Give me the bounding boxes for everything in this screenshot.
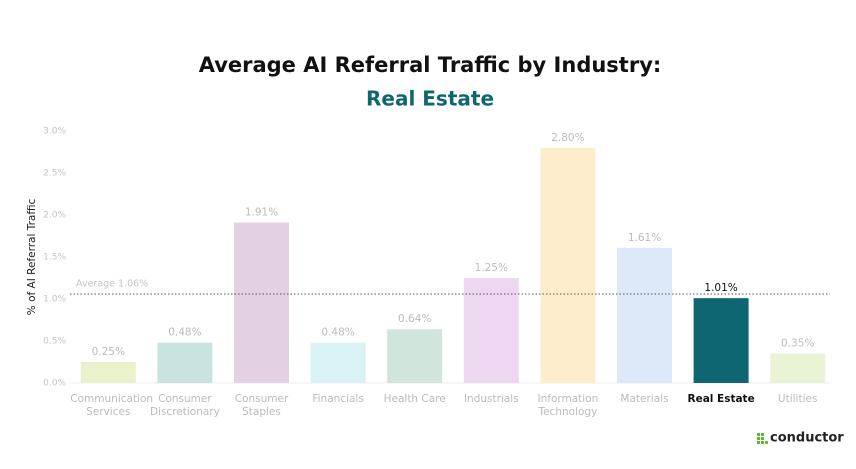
x-tick-label: Communication Services	[70, 393, 154, 418]
bar	[234, 222, 289, 383]
value-label: 0.48%	[168, 327, 201, 339]
value-label: 1.01%	[704, 282, 737, 294]
x-tick-label: Consumer Staples	[234, 393, 289, 418]
bar	[540, 147, 596, 383]
value-label: 1.91%	[245, 207, 278, 219]
brand: conductor	[770, 431, 844, 446]
x-tick-label: Real Estate	[687, 393, 755, 405]
bar	[387, 329, 443, 383]
x-tick-label: Information Technology	[537, 393, 599, 418]
value-label: 0.35%	[781, 338, 814, 350]
x-tick-label: Health Care	[383, 393, 446, 405]
bar	[80, 362, 136, 383]
bar	[770, 353, 826, 383]
bar	[617, 247, 672, 383]
value-label: 2.80%	[551, 132, 584, 144]
average-label: Average 1.06%	[76, 278, 148, 289]
x-tick-label: Financials	[312, 393, 364, 405]
y-tick-label: 0.0%	[43, 379, 66, 389]
bar	[463, 278, 519, 383]
y-tick-label: 1.5%	[43, 253, 66, 263]
value-label: 0.48%	[321, 327, 354, 339]
y-axis-label: % of AI Referral Traffic	[26, 199, 38, 316]
x-tick-label: Materials	[620, 393, 669, 405]
value-label: 1.61%	[628, 232, 661, 244]
x-tick-label: Consumer Discretionary	[149, 393, 220, 418]
value-label: 0.25%	[92, 346, 125, 358]
y-tick-label: 2.0%	[43, 211, 66, 221]
y-tick-label: 1.0%	[43, 295, 66, 305]
bar	[157, 342, 213, 383]
bar	[310, 342, 366, 383]
x-tick-label: Industrials	[463, 393, 519, 405]
bar	[693, 298, 749, 383]
x-tick-label: Utilities	[777, 393, 818, 405]
chart-subtitle: Real Estate	[366, 87, 494, 111]
y-tick-label: 3.0%	[43, 127, 66, 137]
chart-title: Average AI Referral Traffic by Industry:	[199, 53, 662, 77]
brand-icon	[757, 433, 768, 444]
value-label: 0.64%	[398, 313, 431, 325]
value-label: 1.25%	[475, 262, 508, 274]
y-tick-label: 0.5%	[43, 337, 66, 347]
y-tick-label: 2.5%	[43, 169, 66, 179]
